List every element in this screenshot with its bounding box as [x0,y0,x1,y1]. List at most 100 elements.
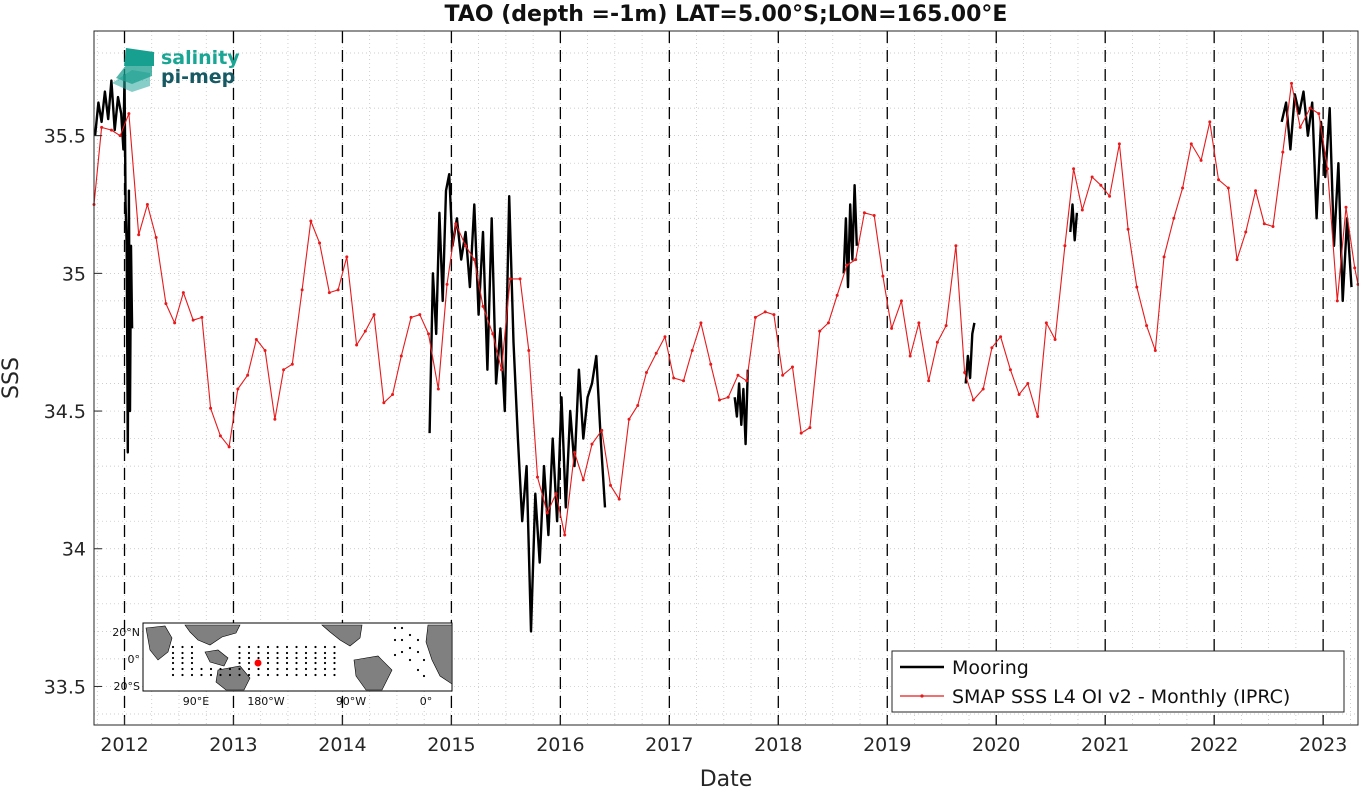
data-point-smap [1254,189,1258,193]
mooring-array-dot [393,626,397,630]
data-point-smap [508,277,512,281]
mooring-array-dot [285,651,289,655]
data-point-smap [1072,167,1076,171]
mooring-array-dot [295,651,298,655]
mooring-array-dot [228,667,232,671]
data-point-smap [990,346,994,350]
data-point-smap [1053,337,1057,341]
mooring-array-dot [171,667,175,671]
data-point-smap [717,398,721,402]
data-point-smap [1090,175,1094,179]
mooring-array-dot [266,656,270,660]
data-point-smap [191,318,195,322]
data-point-smap [1235,258,1239,262]
data-point-smap [154,236,158,240]
data-point-smap [500,368,504,372]
mooring-array-dot [219,673,222,677]
mooring-array-dot [247,656,251,660]
mooring-array-dot [295,656,298,660]
logo-line1: salinity [161,47,240,69]
data-point-smap [527,348,531,352]
data-point-smap [1063,244,1067,248]
mooring-array-dot [181,645,184,649]
mooring-array-dot [416,650,420,654]
mooring-array-dot [333,656,336,660]
mooring-array-dot [400,650,404,654]
mooring-array-dot [266,651,270,655]
mooring-array-dot [190,661,194,665]
mooring-array-dot [171,651,175,655]
data-point-smap [627,417,631,421]
mooring-array-dot [408,646,412,650]
mooring-array-dot [314,673,317,677]
data-point-smap [890,326,894,330]
data-point-smap [1344,205,1348,209]
mooring-array-dot [285,645,289,649]
mooring-array-dot [304,656,308,660]
map-land-asia [184,624,241,646]
ticks [94,135,1324,725]
data-point-smap [600,428,604,432]
y-tick-label: 34.5 [44,401,86,423]
mooring-array-dot [416,668,420,672]
chart-title: TAO (depth =-1m) LAT=5.00°S;LON=165.00°E [445,2,1008,27]
y-tick-label: 35 [62,263,86,285]
mooring-array-dot [238,645,241,649]
data-point-smap [1244,230,1248,234]
data-point-smap [1153,348,1157,352]
mooring-array-dot [422,674,426,678]
data-point-smap [181,291,185,295]
data-point-smap [1080,208,1084,212]
data-point-smap [862,211,866,215]
mooring-array-dot [257,673,260,677]
mooring-array-dot [276,656,279,660]
data-point-smap [736,373,740,377]
data-point-smap [781,373,785,377]
mooring-array-dot [190,651,194,655]
x-tick-label: 2020 [972,734,1020,756]
mooring-array-dot [323,661,327,665]
mooring-array-dot [238,673,241,677]
mooring-array-dot [219,667,222,671]
data-point-smap [927,379,931,383]
data-point-smap [672,376,676,380]
y-tick-label: 34 [62,539,86,561]
data-point-smap [481,304,485,308]
mooring-array-dot [181,656,184,660]
mooring-array-dot [171,661,175,665]
data-point-smap [1353,266,1357,270]
mooring-array-dot [408,658,412,662]
data-point-smap [690,348,694,352]
series-line-mooring [964,322,976,384]
map-lon-label: 180°W [247,695,284,708]
data-point-smap [1108,194,1112,198]
mooring-array-dot [416,638,420,642]
mooring-array-dot [181,651,184,655]
data-point-smap [209,406,213,410]
data-point-smap [1162,255,1166,259]
map-land-indonesia [204,649,229,667]
mooring-array-dot [247,661,251,665]
data-point-smap [563,533,567,537]
mooring-array-dot [393,653,397,657]
data-point-smap [282,368,286,372]
mooring-array-dot [314,667,317,671]
mooring-array-dot [190,667,194,671]
map-lon-label: 0° [420,695,433,708]
mooring-array-dot [323,667,327,671]
mooring-array-dot [285,667,289,671]
mooring-array-dot [314,656,317,660]
data-point-smap [1281,150,1285,154]
data-point-smap [445,282,449,286]
mooring-array-dot [333,645,336,649]
y-axis-label: SSS [0,357,24,399]
data-point-smap [1135,285,1139,289]
mooring-array-dot [295,673,298,677]
data-point-smap [254,337,258,341]
map-lat-label: 20°N [112,626,140,639]
map-land-south-america [353,655,393,691]
map-lon-label: 90°E [183,695,209,708]
year-marker-lines [123,31,1324,725]
data-point-smap [327,291,331,295]
mooring-array-dot [209,667,213,671]
